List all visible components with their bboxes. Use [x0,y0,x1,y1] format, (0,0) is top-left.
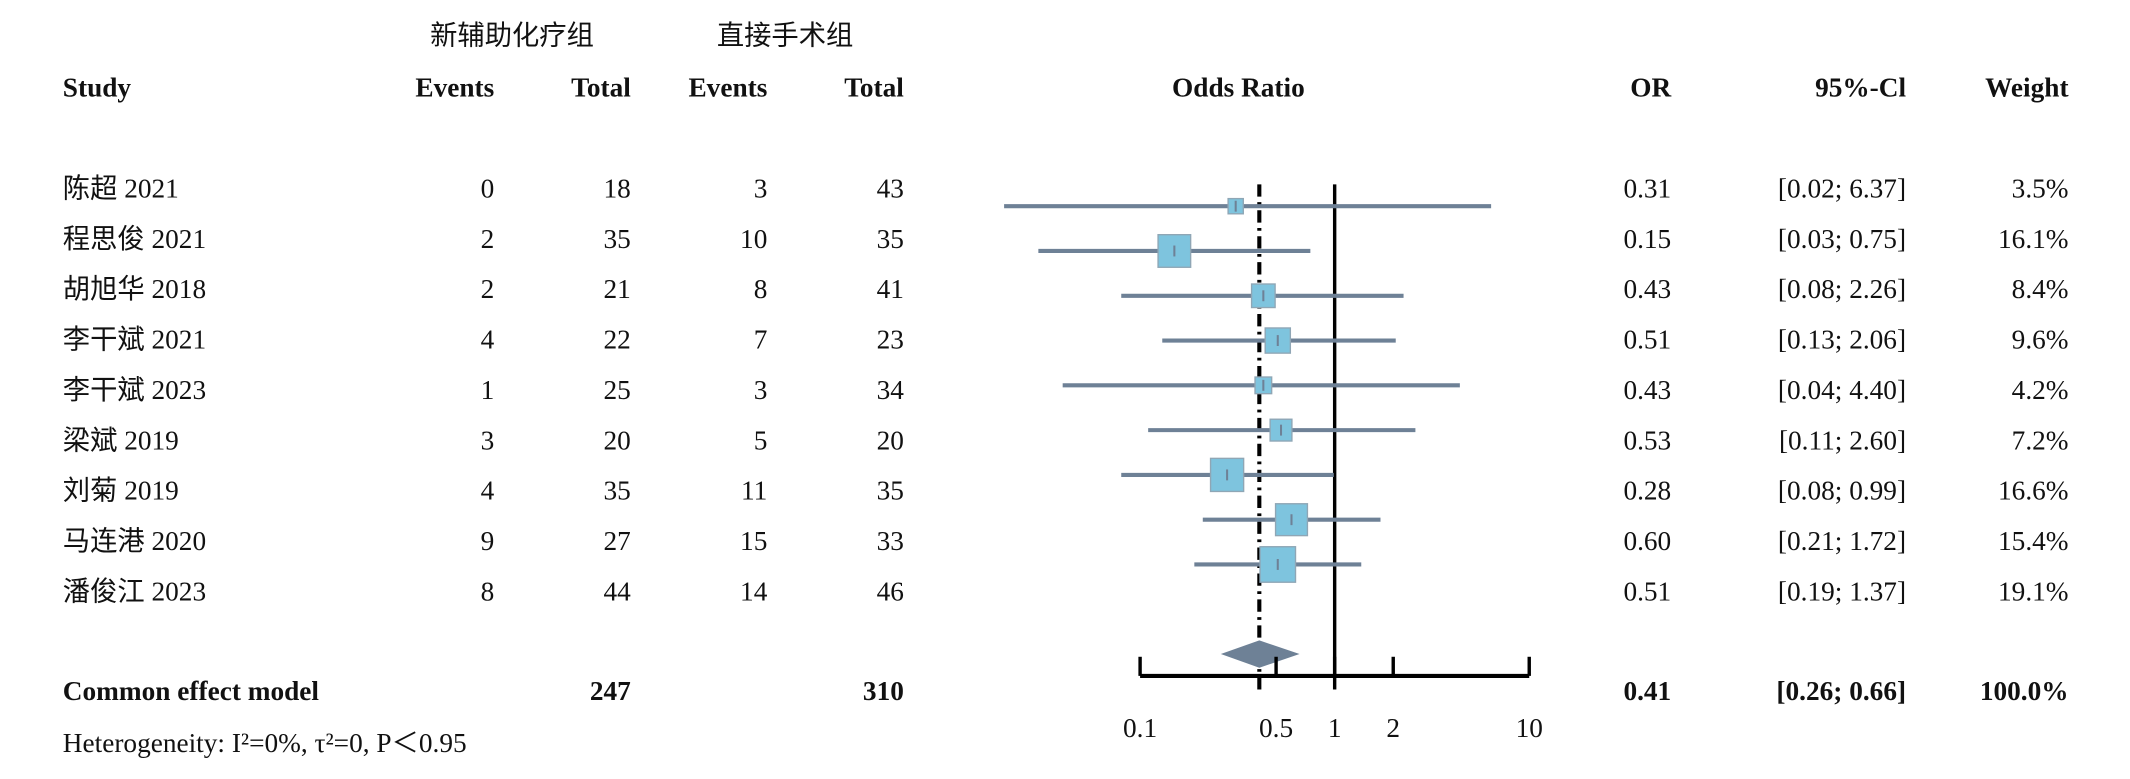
study-name: 潘俊江 2023 [63,577,206,607]
x-tick-label: 1 [1328,713,1342,743]
total: 34 [877,375,905,405]
total: 18 [604,173,631,203]
total: 22 [604,325,631,355]
study-name: 程思俊 2021 [63,224,206,254]
total: 25 [604,375,631,405]
column-header: Events [688,72,767,102]
heterogeneity: Heterogeneity: I²=0%, τ²=0, P＜0.95 [63,728,467,758]
events: 3 [754,173,768,203]
study-name: 刘菊 2019 [63,476,179,506]
pooled-diamond [1220,640,1300,668]
total: 35 [604,224,631,254]
column-header: Events [415,72,494,102]
events: 10 [740,224,767,254]
x-tick-label: 2 [1386,713,1400,743]
total: 33 [877,526,904,556]
column-header: Study [63,72,132,102]
total: 35 [877,224,904,254]
column-header: Total [844,72,904,102]
events: 4 [481,476,495,506]
column-header: 95%-Cl [1815,72,1906,102]
pooled-or: 0.41 [1623,676,1671,706]
events: 3 [754,375,768,405]
events: 0 [481,173,495,203]
column-header: Odds Ratio [1172,72,1305,102]
events: 5 [754,425,768,455]
total: 23 [877,325,904,355]
or-label: 0.43 [1623,375,1671,405]
events: 2 [481,274,495,304]
total: 20 [877,425,904,455]
weight-label: 15.4% [1998,526,2069,556]
group-label: 新辅助化疗组 [430,21,594,51]
events: 7 [754,325,768,355]
events: 3 [481,425,495,455]
total: 27 [604,526,631,556]
study-name: 梁斌 2019 [63,425,179,455]
column-header: OR [1630,72,1671,102]
events: 1 [481,375,495,405]
weight-label: 16.6% [1998,476,2069,506]
weight-label: 4.2% [2012,375,2069,405]
column-header: Total [571,72,631,102]
x-tick-label: 10 [1516,713,1543,743]
total: 35 [877,476,904,506]
events: 11 [741,476,767,506]
events: 14 [740,577,768,607]
x-tick-label: 0.1 [1123,713,1157,743]
pooled-total: 310 [863,676,904,706]
group-label: 直接手术组 [717,21,853,51]
ci-label: [0.03; 0.75] [1778,224,1906,254]
x-tick-label: 0.5 [1259,713,1293,743]
pooled-total: 247 [590,676,631,706]
or-label: 0.15 [1623,224,1671,254]
or-label: 0.51 [1623,325,1671,355]
ci-label: [0.13; 2.06] [1778,325,1906,355]
weight-label: 3.5% [2012,173,2069,203]
study-name: 李干斌 2021 [63,325,206,355]
study-name: 马连港 2020 [63,526,206,556]
column-header: Weight [1985,72,2068,102]
ci-label: [0.08; 2.26] [1778,274,1906,304]
total: 41 [877,274,904,304]
total: 35 [604,476,631,506]
or-label: 0.53 [1623,425,1671,455]
ci-label: [0.08; 0.99] [1778,476,1906,506]
pooled-weight: 100.0% [1980,676,2069,706]
events: 15 [740,526,767,556]
ci-label: [0.02; 6.37] [1778,173,1906,203]
pooled-name: Common effect model [63,676,320,706]
weight-label: 9.6% [2012,325,2069,355]
study-name: 陈超 2021 [63,173,179,203]
total: 21 [604,274,631,304]
or-label: 0.43 [1623,274,1671,304]
events: 2 [481,224,495,254]
weight-label: 7.2% [2012,425,2069,455]
or-label: 0.60 [1623,526,1671,556]
total: 43 [877,173,904,203]
total: 20 [604,425,631,455]
weight-label: 19.1% [1998,577,2069,607]
or-label: 0.28 [1623,476,1671,506]
events: 4 [481,325,495,355]
ci-label: [0.04; 4.40] [1778,375,1906,405]
events: 8 [481,577,495,607]
weight-label: 16.1% [1998,224,2069,254]
events: 8 [754,274,768,304]
ci-label: [0.19; 1.37] [1778,577,1906,607]
study-name: 胡旭华 2018 [63,274,206,304]
events: 9 [481,526,495,556]
total: 44 [604,577,632,607]
ci-label: [0.11; 2.60] [1779,425,1906,455]
or-label: 0.51 [1623,577,1671,607]
ci-label: [0.21; 1.72] [1778,526,1906,556]
study-name: 李干斌 2023 [63,375,206,405]
total: 46 [877,577,904,607]
or-label: 0.31 [1623,173,1671,203]
weight-label: 8.4% [2012,274,2069,304]
pooled-ci: [0.26; 0.66] [1776,676,1906,706]
